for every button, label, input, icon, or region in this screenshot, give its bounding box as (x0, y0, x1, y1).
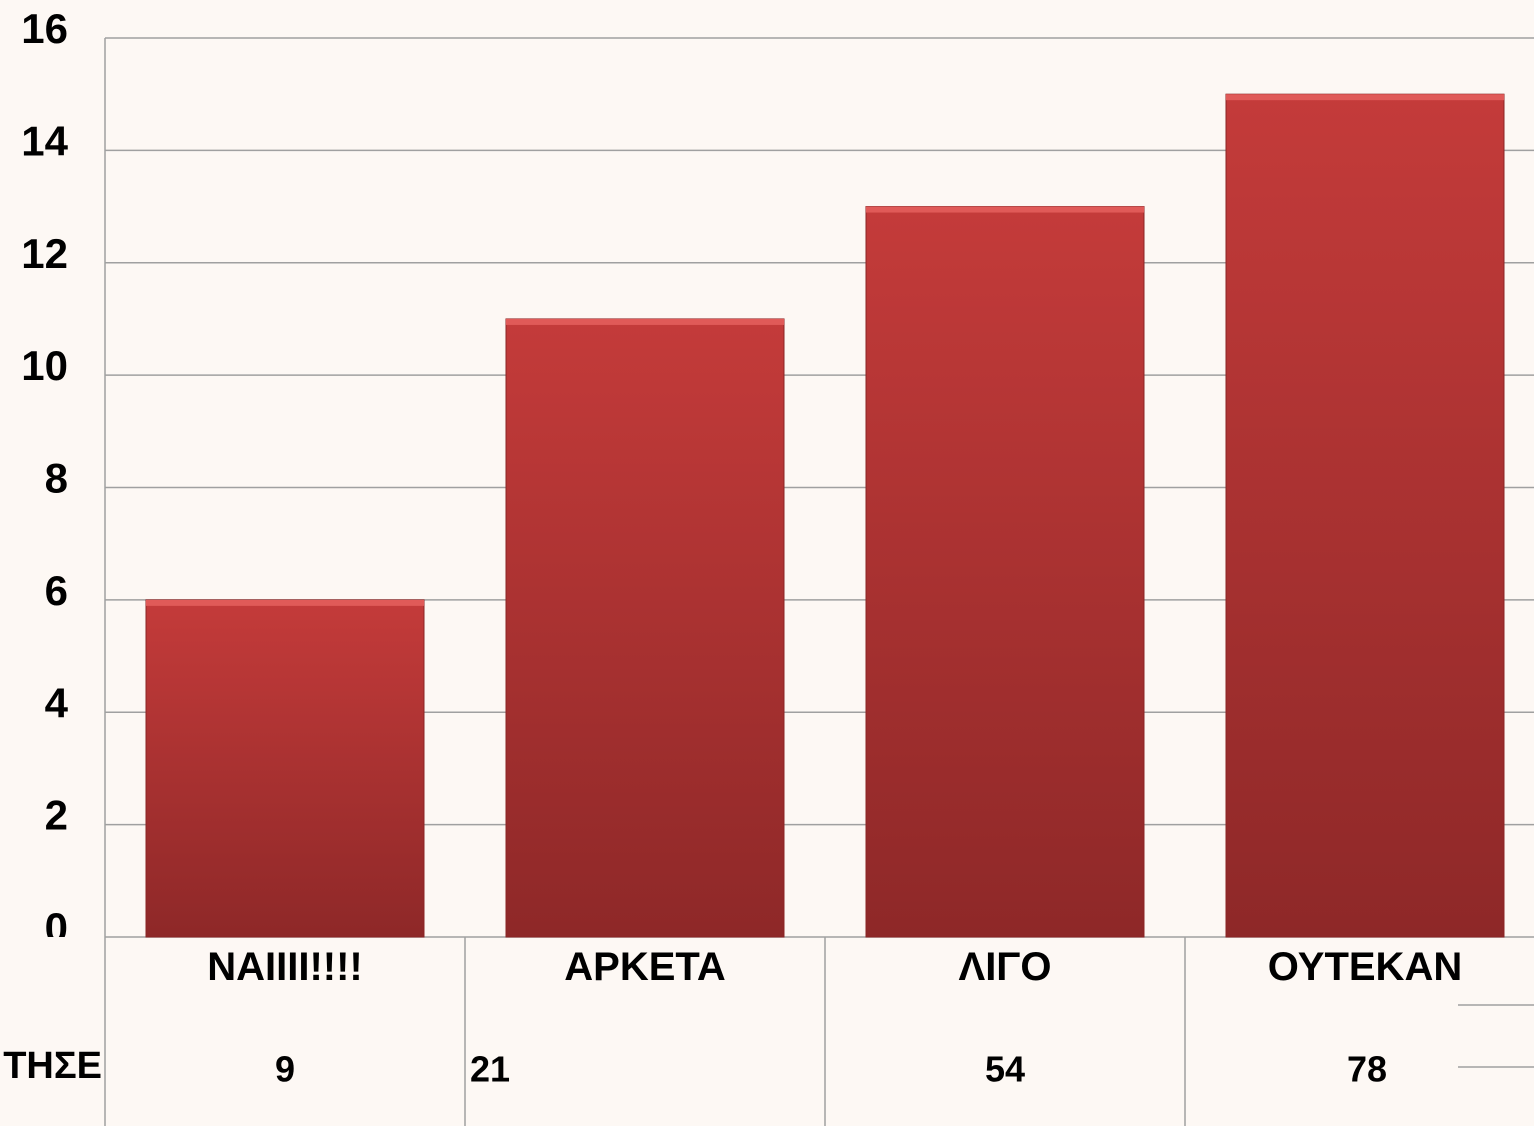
bar-highlight (506, 318, 784, 325)
bar (865, 206, 1145, 938)
bar (1225, 93, 1505, 938)
bar (505, 318, 785, 938)
table-value: 21 (470, 1049, 510, 1090)
y-tick-label: 10 (21, 342, 68, 389)
x-tick-label: ΛΙΓΟ (958, 945, 1052, 989)
bar-highlight (1226, 94, 1504, 101)
x-tick-label: ΝΑΙΙΙΙ!!!! (207, 945, 363, 989)
table-value: 9 (275, 1049, 295, 1090)
table-value: 78 (1347, 1049, 1387, 1090)
y-tick-label: 2 (45, 792, 68, 839)
bar-highlight (866, 206, 1144, 213)
y-tick-label: 0 (45, 904, 68, 951)
bar (145, 599, 425, 938)
y-tick-label: 4 (45, 679, 69, 726)
bar-highlight (146, 599, 424, 606)
table-value: 54 (985, 1049, 1025, 1090)
y-tick-label: 12 (21, 230, 68, 277)
y-tick-label: 8 (45, 455, 68, 502)
x-tick-label: ΟΥΤΕΚΑΝ (1267, 945, 1463, 989)
x-tick-label: ΑΡΚΕΤΑ (564, 945, 726, 989)
y-tick-label: 6 (45, 567, 68, 614)
y-tick-label: 16 (21, 5, 68, 52)
y-tick-label: 14 (21, 117, 68, 164)
table-row-label: ΤΗΣΕ (3, 1045, 102, 1087)
